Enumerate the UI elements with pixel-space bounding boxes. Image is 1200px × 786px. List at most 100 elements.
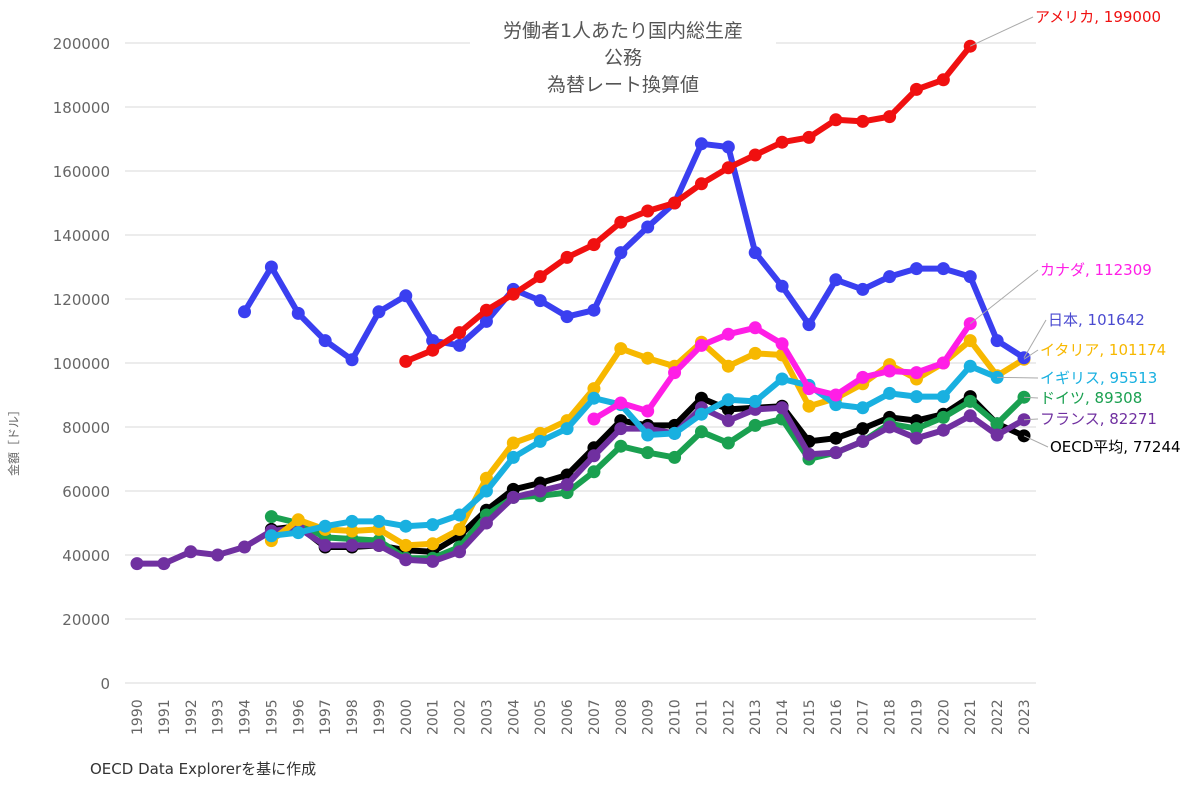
- data-point: [694, 338, 708, 352]
- label-leader-line: [997, 376, 1039, 379]
- data-point: [909, 431, 923, 445]
- data-point: [668, 196, 682, 210]
- data-point: [775, 135, 789, 149]
- data-point: [694, 425, 708, 439]
- x-tick-label: 2011: [694, 699, 710, 735]
- x-tick-label: 2014: [775, 699, 791, 735]
- data-point: [479, 516, 493, 530]
- data-point: [560, 478, 574, 492]
- data-point: [936, 356, 950, 370]
- data-point: [399, 553, 413, 567]
- data-point: [909, 262, 923, 276]
- data-point: [721, 436, 735, 450]
- x-tick-label: 1998: [345, 699, 361, 735]
- x-tick-label: 2004: [506, 699, 522, 735]
- label-leader-line: [1023, 349, 1039, 360]
- data-point: [775, 372, 789, 386]
- data-point: [856, 114, 870, 128]
- data-point: [506, 450, 520, 464]
- series-group: [130, 39, 1031, 571]
- y-tick-label: 200000: [53, 35, 110, 53]
- data-point: [641, 428, 655, 442]
- data-point: [963, 409, 977, 423]
- x-tick-label: 2022: [990, 699, 1006, 735]
- data-point: [963, 334, 977, 348]
- data-point: [560, 250, 574, 264]
- x-tick-label: 2009: [641, 699, 657, 735]
- x-tick-label: 2017: [856, 699, 872, 735]
- data-point: [453, 508, 467, 522]
- x-tick-label: 2015: [802, 699, 818, 735]
- x-tick-label: 1996: [291, 699, 307, 735]
- data-point: [318, 538, 332, 552]
- data-point: [721, 402, 735, 416]
- data-point: [829, 431, 843, 445]
- data-point: [587, 412, 601, 426]
- x-tick-label: 2007: [587, 699, 603, 735]
- data-point: [721, 359, 735, 373]
- x-tick-label: 1990: [130, 699, 146, 735]
- data-point: [614, 246, 628, 260]
- y-tick-label: 160000: [53, 163, 110, 181]
- data-point: [479, 314, 493, 328]
- data-point: [641, 204, 655, 218]
- series-labels: OECD平均, 77244 ドイツ, 89308 フランス, 82271 イタリア, …: [969, 8, 1181, 456]
- data-point: [829, 446, 843, 460]
- data-point: [909, 422, 923, 436]
- data-point: [157, 557, 171, 571]
- data-point: [721, 414, 735, 428]
- series-label: イギリス, 95513: [1040, 369, 1157, 387]
- data-point: [533, 270, 547, 284]
- data-point: [936, 390, 950, 404]
- data-point: [614, 342, 628, 356]
- data-point: [399, 289, 413, 303]
- data-point: [264, 260, 278, 274]
- chart-title: 労働者1人あたり国内総生産: [503, 20, 743, 42]
- label-leader-line: [969, 269, 1039, 325]
- data-point: [829, 273, 843, 287]
- data-point: [856, 422, 870, 436]
- y-tick-label: 100000: [53, 355, 110, 373]
- data-point: [936, 423, 950, 437]
- data-point: [721, 327, 735, 341]
- y-tick-label: 20000: [62, 611, 110, 629]
- data-point: [614, 422, 628, 436]
- series-label: イタリア, 101174: [1040, 341, 1166, 359]
- series-label: OECD平均, 77244: [1050, 438, 1181, 456]
- label-leader-line: [1023, 396, 1039, 399]
- x-tick-label: 1995: [264, 699, 280, 735]
- data-point: [587, 391, 601, 405]
- data-point: [668, 450, 682, 464]
- data-point: [291, 306, 305, 320]
- data-point: [345, 514, 359, 528]
- data-point: [775, 337, 789, 351]
- data-point: [560, 310, 574, 324]
- y-tick-label: 0: [100, 675, 110, 693]
- x-tick-label: 2003: [479, 699, 495, 735]
- data-point: [372, 305, 386, 319]
- series-label: フランス, 82271: [1040, 410, 1157, 428]
- data-point: [453, 545, 467, 559]
- data-point: [614, 215, 628, 229]
- label-leader-line: [1023, 319, 1047, 358]
- x-tick-label: 2021: [963, 699, 979, 735]
- x-tick-label: 2010: [668, 699, 684, 735]
- series-label: カナダ, 112309: [1040, 261, 1152, 279]
- data-point: [426, 554, 440, 568]
- data-point: [909, 366, 923, 380]
- data-point: [802, 447, 816, 461]
- data-point: [694, 137, 708, 151]
- series-label: 日本, 101642: [1048, 311, 1145, 329]
- data-point: [748, 418, 762, 432]
- data-point: [641, 351, 655, 365]
- data-point: [426, 343, 440, 357]
- x-axis-ticks: 1990 1991 1992 1993 1994 1995 1996 1997 1998 1999…: [130, 699, 1033, 735]
- data-point: [909, 82, 923, 96]
- x-tick-label: 2019: [909, 699, 925, 735]
- x-tick-label: 1994: [238, 699, 254, 735]
- x-tick-label: 2006: [560, 699, 576, 735]
- x-tick-label: 2002: [453, 699, 469, 735]
- series-label: ドイツ, 89308: [1040, 389, 1142, 407]
- data-point: [641, 404, 655, 418]
